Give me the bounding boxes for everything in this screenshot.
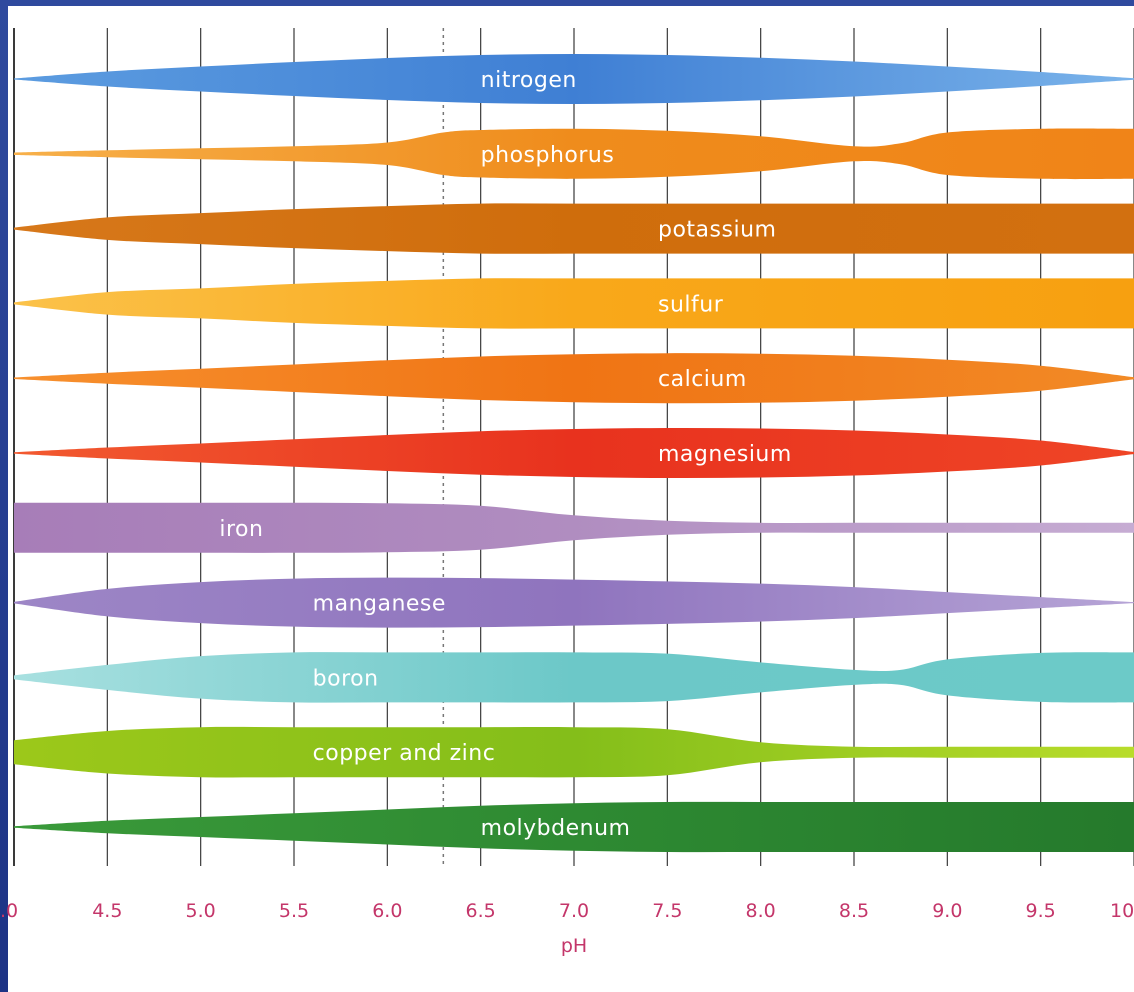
- x-axis-title: pH: [561, 935, 587, 957]
- band-calcium: [14, 353, 1134, 404]
- band-iron: [14, 502, 1134, 553]
- x-tick-label: 5.5: [279, 900, 309, 922]
- band-copper-and-zinc: [14, 726, 1134, 778]
- band-nitrogen: [14, 54, 1134, 104]
- band-label-nitrogen: nitrogen: [481, 68, 577, 93]
- band-label-magnesium: magnesium: [658, 442, 792, 467]
- band-sulfur: [14, 278, 1134, 329]
- x-tick-label: 4.5: [92, 900, 122, 922]
- x-tick-label: 8.0: [746, 900, 776, 922]
- band-label-manganese: manganese: [313, 592, 446, 617]
- band-potassium: [14, 203, 1134, 254]
- band-label-copper-and-zinc: copper and zinc: [313, 741, 496, 766]
- band-label-iron: iron: [219, 517, 263, 542]
- band-manganese: [14, 577, 1134, 628]
- x-tick-label: 5.0: [186, 900, 216, 922]
- band-label-sulfur: sulfur: [658, 292, 724, 317]
- band-label-calcium: calcium: [658, 367, 747, 392]
- x-tick-label: 9.5: [1026, 900, 1056, 922]
- band-boron: [14, 652, 1134, 703]
- x-axis: .0 4.5 5.0 5.5 6.0 6.5 7.0 7.5 8.0 8.5 9.0 9.5 10 pH: [0, 900, 1134, 957]
- x-tick-label: 10: [1110, 900, 1134, 922]
- band-layer: [14, 54, 1134, 853]
- band-molybdenum: [14, 801, 1134, 853]
- x-tick-label: 8.5: [839, 900, 869, 922]
- band-label-potassium: potassium: [658, 218, 776, 243]
- band-label-molybdenum: molybdenum: [481, 816, 631, 841]
- x-tick-label: 6.5: [466, 900, 496, 922]
- band-label-phosphorus: phosphorus: [481, 143, 615, 168]
- label-layer: nitrogen phosphorus potassium sulfur calcium…: [219, 68, 791, 841]
- band-label-boron: boron: [313, 666, 379, 691]
- band-phosphorus: [14, 128, 1134, 180]
- x-tick-label: 6.0: [372, 900, 402, 922]
- x-tick-label: .0: [0, 900, 18, 922]
- x-tick-label: 7.5: [652, 900, 682, 922]
- band-magnesium: [14, 427, 1134, 479]
- x-tick-label: 9.0: [932, 900, 962, 922]
- x-tick-label: 7.0: [559, 900, 589, 922]
